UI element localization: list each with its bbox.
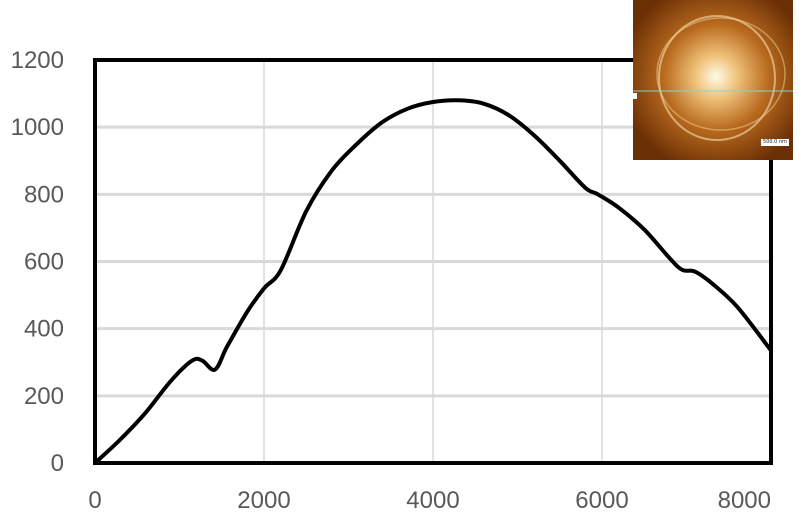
x-tick-label: 8000	[718, 487, 771, 514]
x-tick-label: 2000	[237, 487, 290, 514]
y-tick-label: 0	[51, 450, 64, 477]
scale-bar-label: 500.0 nm	[761, 139, 789, 146]
afm-inset-image: 500.0 nm	[633, 0, 793, 160]
y-tick-label: 800	[24, 181, 64, 208]
x-tick-label: 4000	[406, 487, 459, 514]
y-axis-tick-labels: 0 200 400 600 800 1000 1200	[11, 47, 64, 477]
afm-height-map-image	[633, 0, 793, 160]
y-tick-label: 600	[24, 249, 64, 276]
x-axis-tick-labels: 0 2000 4000 6000 8000	[88, 487, 771, 514]
x-tick-label: 0	[88, 487, 101, 514]
series-line	[93, 98, 773, 465]
y-tick-label: 1200	[11, 47, 64, 74]
y-tick-label: 200	[24, 383, 64, 410]
y-tick-label: 1000	[11, 114, 64, 141]
chart-grid	[95, 60, 771, 463]
y-tick-label: 400	[24, 316, 64, 343]
plot-area-border	[93, 58, 773, 465]
x-tick-label: 6000	[575, 487, 628, 514]
